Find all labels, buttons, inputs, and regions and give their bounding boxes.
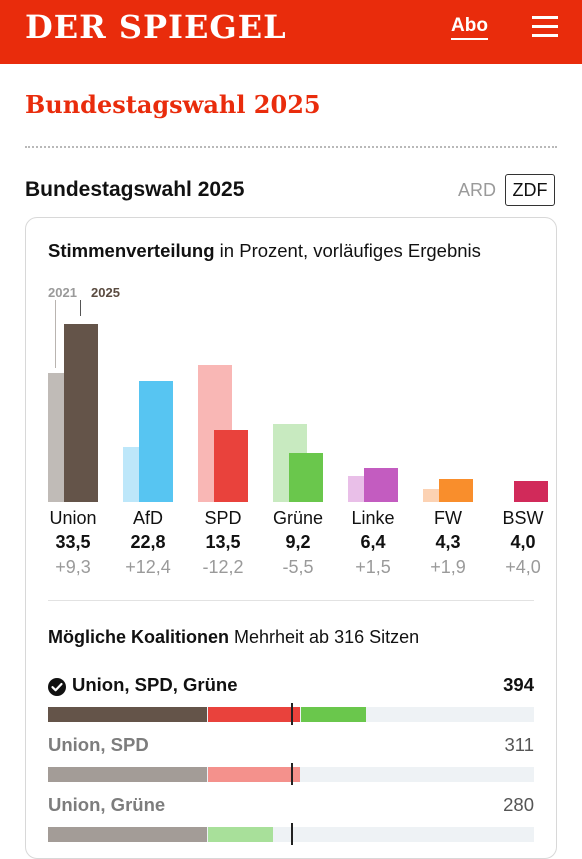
party-diff-linke: +1,5 [355,557,391,577]
majority-marker [290,703,293,725]
party-value-bsw: 4,0 [510,532,536,552]
coalition-seats: 280 [503,794,534,815]
party-label-bsw: BSW [502,508,544,528]
section-separator [48,600,534,601]
seat-segment-union [48,827,208,842]
bar-2025-union [64,323,98,502]
coalition-name: Union, SPD, Grüne [72,674,238,695]
dotted-divider [25,146,557,148]
checkmark-icon [48,678,66,696]
coalition-name: Union, SPD [48,734,149,755]
abo-link[interactable]: Abo [451,15,488,40]
bar-2025-bsw [514,480,548,502]
source-tab-ard[interactable]: ARD [458,180,497,200]
source-tab-zdf[interactable]: ZDF [505,174,555,206]
section-title: Bundestagswahl 2025 [25,178,245,201]
party-label-afd: AfD [132,508,163,528]
coalitions-title-bold: Mögliche Koalitionen [48,627,230,647]
hamburger-menu-icon[interactable] [532,16,558,38]
party-diff-gruene: -5,5 [282,557,314,577]
year-label-2021: 2021 [48,285,77,300]
results-card [25,217,557,859]
coalitions-title-rest: Mehrheit ab 316 Sitzen [229,627,420,647]
page-title[interactable]: Bundestagswahl 2025 [25,90,321,119]
coalitions-title: Mögliche Koalitionen Mehrheit ab 316 Sit… [48,627,419,648]
top-bar: DER SPIEGEL Abo [0,0,582,64]
majority-marker [290,763,293,785]
bar-2025-afd [139,380,173,502]
seat-segment-gruene [301,707,366,722]
party-label-fw: FW [434,508,462,528]
seat-segment-union [48,707,208,722]
vote-distribution-title-bold: Stimmenverteilung [48,240,215,261]
seat-segment-gruene [208,827,274,842]
coalition-seats: 311 [504,734,535,755]
year-label-2025: 2025 [91,285,120,300]
seat-segment-spd [208,767,301,782]
party-label-union: Union [49,508,97,528]
party-value-spd: 13,5 [205,532,241,552]
party-label-gruene: Grüne [272,508,324,528]
year-line-2025 [80,300,81,316]
party-diff-union: +9,3 [55,557,91,577]
bar-2025-linke [364,467,398,502]
party-value-linke: 6,4 [360,532,386,552]
bar-2025-spd [214,430,248,502]
vote-distribution-title: Stimmenverteilung in Prozent, vorläufige… [48,240,481,262]
party-label-spd: SPD [204,508,242,528]
party-diff-bsw: +4,0 [505,557,541,577]
party-value-gruene: 9,2 [285,532,311,552]
party-diff-fw: +1,9 [430,557,466,577]
party-label-linke: Linke [351,508,395,528]
spiegel-logo[interactable]: DER SPIEGEL [25,8,287,46]
majority-marker [290,823,293,845]
coalition-name: Union, Grüne [48,794,166,815]
year-line-2021 [55,300,56,368]
party-value-afd: 22,8 [130,532,166,552]
seat-segment-union [48,767,208,782]
bar-2025-fw [439,479,473,502]
bar-2025-gruene [289,453,323,502]
party-diff-spd: -12,2 [202,557,244,577]
party-diff-afd: +12,4 [125,557,171,577]
coalition-seats: 394 [503,674,534,695]
vote-distribution-title-rest: in Prozent, vorläufiges Ergebnis [214,240,481,261]
seat-segment-spd [208,707,301,722]
party-value-fw: 4,3 [435,532,461,552]
party-value-union: 33,5 [55,532,91,552]
